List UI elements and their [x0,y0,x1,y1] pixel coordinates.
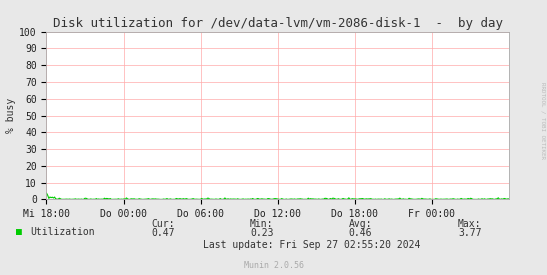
Title: Disk utilization for /dev/data-lvm/vm-2086-disk-1  -  by day: Disk utilization for /dev/data-lvm/vm-20… [53,17,503,31]
Y-axis label: % busy: % busy [7,98,16,133]
Text: Munin 2.0.56: Munin 2.0.56 [243,261,304,270]
Text: Max:: Max: [458,219,481,229]
Text: ■: ■ [16,227,22,237]
Text: RRDTOOL / TOBI OETIKER: RRDTOOL / TOBI OETIKER [540,82,546,160]
Text: 0.46: 0.46 [348,229,372,238]
Text: 3.77: 3.77 [458,229,481,238]
Text: Last update: Fri Sep 27 02:55:20 2024: Last update: Fri Sep 27 02:55:20 2024 [203,240,421,249]
Text: Min:: Min: [250,219,274,229]
Text: 0.23: 0.23 [250,229,274,238]
Text: 0.47: 0.47 [152,229,175,238]
Text: Utilization: Utilization [30,227,95,237]
Text: Cur:: Cur: [152,219,175,229]
Text: Avg:: Avg: [348,219,372,229]
